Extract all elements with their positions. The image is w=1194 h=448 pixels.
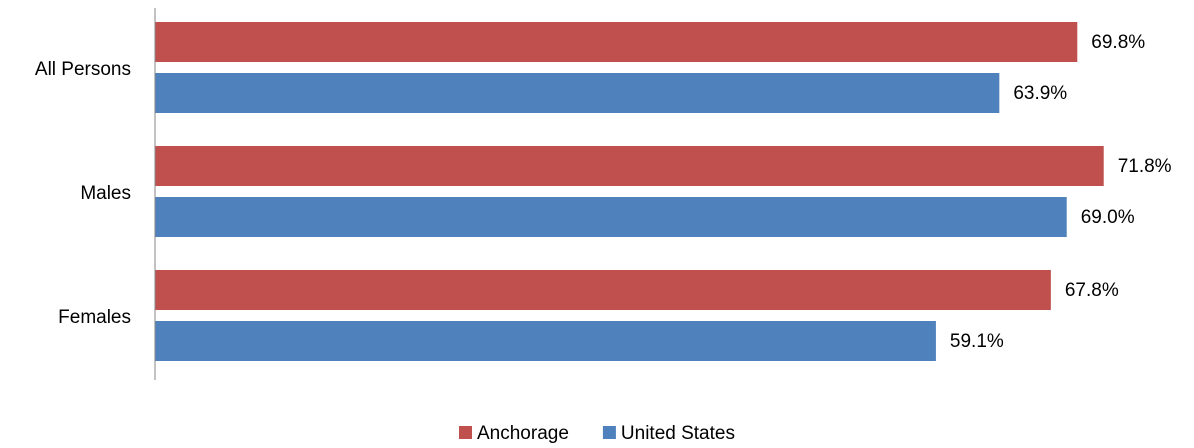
data-label: 69.8% [1091,32,1145,53]
legend-label: United States [621,423,735,444]
bar [155,146,1104,186]
legend-label: Anchorage [477,423,569,444]
data-label: 69.0% [1081,207,1135,228]
legend-swatch [459,426,472,439]
bar [155,270,1051,310]
bar [155,321,936,361]
legend-swatch [602,426,616,439]
data-label: 63.9% [1013,83,1067,104]
bar [155,197,1067,237]
y-tick-label: Females [58,307,131,328]
data-label: 59.1% [950,331,1004,352]
data-label: 67.8% [1065,280,1119,301]
y-tick-label: Males [80,183,131,204]
y-tick-label: All Persons [35,59,131,80]
data-label: 71.8% [1118,156,1172,177]
bar [155,73,1000,113]
bar [155,22,1078,62]
